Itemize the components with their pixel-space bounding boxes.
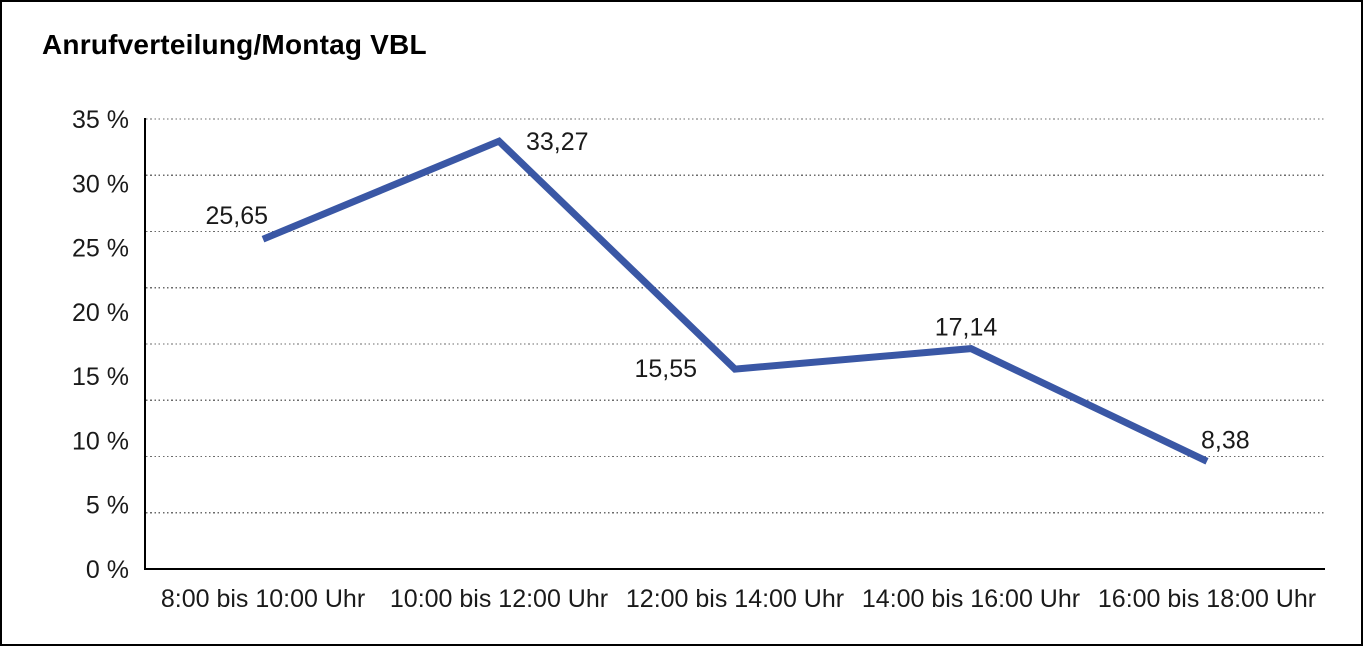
y-tick-label: 20 % <box>72 299 129 327</box>
value-label: 25,65 <box>205 202 268 230</box>
y-tick-label: 15 % <box>72 363 129 391</box>
y-tick-label: 5 % <box>86 492 129 520</box>
y-tick-label: 30 % <box>72 170 129 198</box>
x-tick-label: 8:00 bis 10:00 Uhr <box>161 585 365 613</box>
y-tick-label: 0 % <box>86 556 129 584</box>
y-tick-label: 25 % <box>72 235 129 263</box>
x-tick-label: 10:00 bis 12:00 Uhr <box>390 585 608 613</box>
value-label: 17,14 <box>935 314 998 342</box>
x-tick-label: 14:00 bis 16:00 Uhr <box>862 585 1080 613</box>
value-label: 8,38 <box>1201 426 1250 454</box>
value-label: 15,55 <box>634 355 697 383</box>
value-label: 33,27 <box>526 128 589 156</box>
data-line <box>261 137 1209 465</box>
chart-title: Anrufverteilung/Montag VBL <box>42 29 427 60</box>
x-tick-label: 16:00 bis 18:00 Uhr <box>1098 585 1316 613</box>
y-tick-label: 10 % <box>72 427 129 455</box>
x-tick-label: 12:00 bis 14:00 Uhr <box>626 585 844 613</box>
y-tick-label: 35 % <box>72 106 129 134</box>
